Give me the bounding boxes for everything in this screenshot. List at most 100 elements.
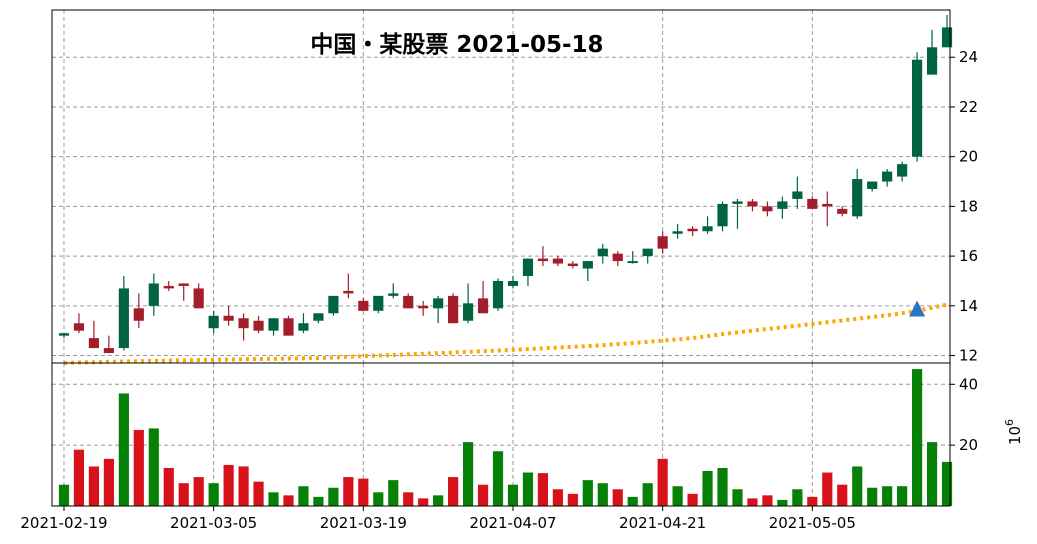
candle-body	[328, 295, 339, 314]
candle-body	[597, 248, 608, 257]
price-tick-label: 16	[959, 247, 978, 265]
volume-bar	[567, 493, 578, 506]
candle-body	[657, 236, 668, 249]
volume-bar	[687, 493, 698, 506]
volume-bar	[627, 496, 638, 506]
volume-bar	[283, 495, 294, 506]
volume-bar	[178, 483, 189, 506]
volume-bar	[822, 472, 833, 506]
volume-bar	[852, 466, 863, 506]
volume-bar	[118, 393, 129, 506]
volume-bar	[328, 487, 339, 506]
volume-bar	[373, 492, 384, 506]
volume-bar	[941, 461, 953, 506]
price-tick-label: 22	[959, 98, 978, 116]
volume-bar	[657, 458, 668, 506]
candle-body	[283, 318, 294, 336]
volume-bar	[672, 486, 683, 506]
volume-tick-label: 40	[959, 375, 978, 393]
candle-body	[193, 288, 204, 309]
x-tick-label: 2021-03-05	[170, 514, 257, 532]
volume-bar	[418, 498, 429, 506]
volume-bar	[343, 477, 354, 506]
candle-body	[477, 298, 489, 314]
volume-bar	[193, 477, 204, 506]
candle-body	[747, 201, 758, 207]
candle-body	[672, 231, 683, 234]
volume-bar	[268, 492, 279, 506]
volume-bar	[103, 458, 114, 506]
candle-body	[462, 303, 474, 321]
volume-bar	[792, 489, 803, 506]
volume-bar	[747, 498, 758, 506]
candle-body	[148, 283, 159, 306]
volume-bar	[298, 486, 309, 506]
volume-bar	[612, 489, 623, 506]
candle-body	[178, 283, 189, 286]
candle-body	[343, 290, 354, 294]
volume-bar	[462, 442, 474, 506]
volume-bar	[882, 486, 893, 506]
price-tick-label: 12	[959, 347, 978, 365]
x-tick-label: 2021-04-21	[619, 514, 706, 532]
candle-body	[103, 348, 114, 354]
volume-bar	[223, 464, 234, 506]
candle-body	[807, 198, 818, 209]
volume-bar	[133, 429, 144, 506]
volume-tick-label: 20	[959, 436, 978, 454]
volume-bar	[403, 492, 414, 506]
price-tick-label: 24	[959, 48, 978, 66]
price-tick-label: 18	[959, 197, 978, 215]
volume-bars	[58, 369, 953, 506]
candle-body	[911, 59, 923, 157]
volume-bar	[897, 486, 908, 506]
volume-scale-base: 10	[1006, 426, 1024, 445]
chart-title: 中国・某股票 2021-05-18	[310, 31, 603, 58]
volume-bar	[552, 489, 563, 506]
volume-bar	[807, 496, 818, 506]
candle-body	[73, 323, 85, 331]
volume-bar	[717, 467, 728, 506]
volume-bar	[253, 481, 264, 506]
candle-body	[133, 308, 144, 321]
candle-body	[627, 261, 638, 264]
volume-panel-frame	[51, 362, 951, 507]
candle-body	[88, 338, 100, 349]
volume-bar	[867, 487, 878, 506]
candle-body	[298, 323, 309, 331]
volume-bar	[642, 483, 653, 506]
x-axis: 2021-02-19 2021-03-05 2021-03-19 2021-04-07…	[20, 506, 856, 532]
volume-bar	[58, 484, 70, 506]
candle-body	[433, 298, 444, 309]
volume-bar	[732, 489, 743, 506]
x-tick-label: 2021-02-19	[20, 514, 107, 532]
price-y-axis: 12 14 16 18 20 22 24	[950, 48, 978, 365]
candle-body	[118, 288, 129, 349]
candle-body	[762, 206, 773, 212]
volume-bar	[522, 472, 534, 506]
candle-body	[238, 318, 249, 329]
volume-bar	[477, 484, 489, 506]
price-panel: 12 14 16 18 20 22 24 中国・某股票 2021-05-18	[51, 9, 978, 365]
volume-bar	[597, 483, 608, 506]
volume-scale-exponent: 6	[1003, 419, 1016, 426]
moving-average-line	[63, 302, 948, 365]
volume-bar	[926, 442, 938, 506]
candle-body	[642, 248, 653, 257]
volume-bar	[448, 477, 459, 506]
volume-bar	[148, 428, 159, 506]
candle-body	[852, 179, 863, 217]
volume-bar	[208, 483, 219, 506]
candle-body	[732, 201, 743, 204]
volume-bar	[837, 484, 848, 506]
candle-body	[58, 333, 70, 336]
candle-body	[253, 320, 264, 331]
candle-body	[223, 315, 234, 321]
volume-bar	[492, 451, 504, 506]
volume-bar	[582, 480, 593, 506]
volume-bar	[388, 480, 399, 506]
candle-body	[822, 203, 833, 207]
candle-body	[792, 191, 803, 199]
